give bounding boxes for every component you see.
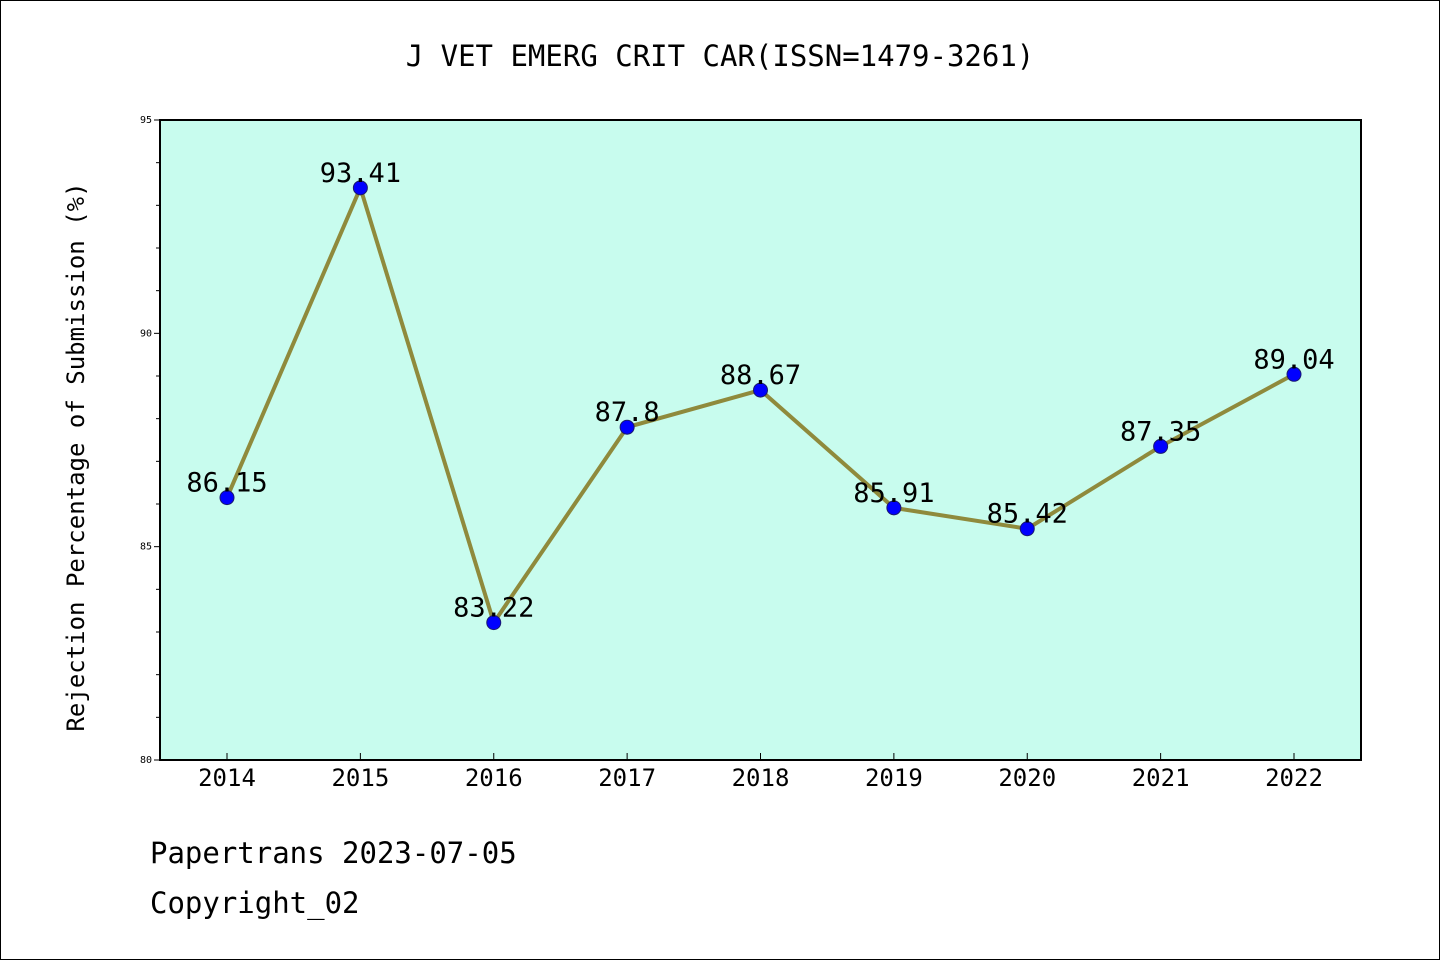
data-label: 89.04	[1253, 344, 1334, 375]
data-point	[1286, 366, 1302, 382]
data-label: 86.15	[186, 468, 267, 499]
data-point	[1019, 521, 1035, 537]
x-tick-label: 2018	[732, 764, 790, 792]
x-tick-label: 2022	[1265, 764, 1323, 792]
plot-border	[159, 119, 1362, 761]
y-tick-label: 95	[140, 115, 152, 126]
source-text: Papertrans 2023-07-05	[150, 836, 517, 870]
data-label: 87.35	[1120, 416, 1201, 447]
data-point	[1153, 438, 1169, 454]
x-tick-label: 2020	[998, 764, 1056, 792]
x-tick-label: 2019	[865, 764, 923, 792]
data-point	[486, 615, 502, 631]
data-point	[219, 490, 235, 506]
x-tick-label: 2021	[1132, 764, 1190, 792]
data-label: 83.22	[453, 593, 534, 624]
data-point	[886, 500, 902, 516]
y-tick-label: 90	[140, 328, 152, 339]
data-point	[753, 382, 768, 398]
x-tick-label: 2017	[598, 764, 656, 792]
data-point	[352, 180, 368, 196]
data-label: 85.42	[987, 499, 1068, 530]
plot-area: 80 85 90 95 2014 2015 2016 2017 2018 2019 2020 2021…	[140, 115, 1362, 792]
data-label: 88.67	[720, 360, 801, 391]
data-label: 85.91	[853, 478, 934, 509]
data-label: 93.41	[320, 158, 401, 189]
x-tick-label: 2016	[465, 764, 523, 792]
x-tick-label: 2015	[331, 764, 389, 792]
data-label: 87.8	[595, 397, 660, 428]
x-tick-label: 2014	[198, 764, 256, 792]
y-tick-label: 85	[140, 542, 152, 553]
y-axis-label: Rejection Percentage of Submission (%)	[62, 182, 90, 731]
data-point	[619, 419, 635, 435]
y-tick-label: 80	[140, 755, 152, 766]
copyright-text: Copyright_02	[150, 886, 360, 920]
chart-title: J VET EMERG CRIT CAR(ISSN=1479-3261)	[406, 39, 1035, 73]
